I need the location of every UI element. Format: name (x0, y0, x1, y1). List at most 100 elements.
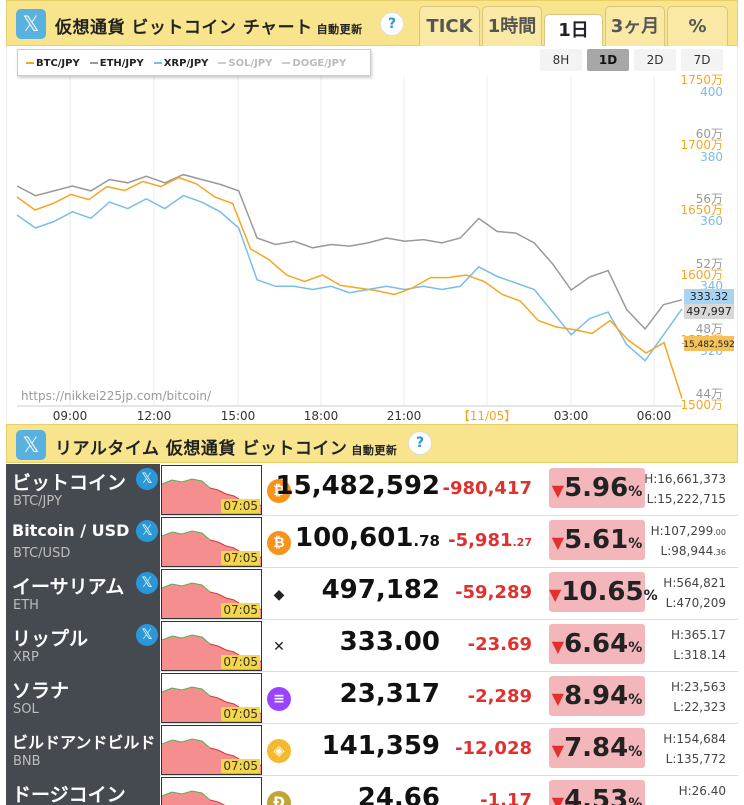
coin-name-cell[interactable]: ドージコインDOGE (6, 776, 160, 805)
tab-percent[interactable]: % (667, 6, 728, 46)
xrp-axis-label: 400 (700, 85, 723, 99)
tab-1day[interactable]: 1日 (544, 14, 603, 46)
high-value: H:564,821 (663, 576, 726, 590)
auto-update-label: 自動更新 (316, 23, 363, 36)
down-arrow-icon: ▼ (551, 793, 565, 805)
percent-change-badge: ▼4.53% (549, 780, 645, 805)
help-icon[interactable]: ? (381, 13, 403, 35)
help-icon[interactable]: ? (409, 432, 431, 454)
timeframe-1d[interactable]: 1D (587, 49, 629, 71)
table-row[interactable]: ドージコインDOGE07:05 Ð 24.66 -1.17 ▼4.53% H:26.40 (6, 776, 738, 805)
coin-name[interactable]: Bitcoin / USD (12, 521, 130, 540)
down-arrow-icon: ▼ (551, 741, 565, 760)
percent-change-badge: ▼8.94% (549, 676, 645, 716)
table-row[interactable]: ビットコイン BTC/JPY 𝕏 07:05 ₿ 15,482,592 -980,417 ▼5… (6, 464, 738, 516)
coin-name[interactable]: ビルドアンドビルド (12, 733, 156, 752)
series-line-btc-jpy (16, 176, 683, 399)
price-value: 333.00 (339, 627, 440, 657)
legend-item[interactable]: DOGE/JPY (282, 58, 346, 69)
high-value: H:365.17 (670, 628, 726, 642)
last-value-tag (684, 304, 734, 319)
last-value-label: 333.32 (690, 290, 729, 303)
solana-icon: ≡ (267, 687, 291, 711)
legend-item[interactable]: BTC/JPY (26, 58, 80, 69)
update-time: 07:05 (221, 551, 260, 565)
last-value-label: 497,997 (686, 305, 732, 318)
coin-name-cell[interactable]: イーサリアム ETH 𝕏 (6, 568, 160, 620)
legend-item[interactable]: SOL/JPY (218, 58, 272, 69)
coin-name-cell[interactable]: ビットコイン BTC/JPY 𝕏 (6, 464, 160, 516)
coin-name[interactable]: リップル (12, 628, 89, 650)
eth-axis-label: 52万 (696, 257, 723, 271)
update-time: 07:05 (221, 499, 260, 513)
coin-name-cell[interactable]: ソラナ SOL (6, 672, 160, 724)
chart-svg: 09:00 12:00 15:00 18:00 21:00 【11/05】 03:00 06:… (16, 73, 735, 423)
timeframe-2d[interactable]: 2D (634, 49, 676, 71)
legend-label: ETH/JPY (99, 58, 144, 69)
table-row[interactable]: Bitcoin / USD BTC/USD 𝕏 07:05 ₿ 100,601.78 -5,… (6, 516, 738, 568)
mini-chart-up-line (162, 582, 211, 593)
table-row[interactable]: ビルドアンドビルド BNB 07:05 ◈ 141,359 -12,028 ▼7.84% H:… (6, 724, 738, 776)
price-value: 497,182 (321, 575, 440, 605)
coin-name[interactable]: イーサリアム (12, 576, 125, 598)
mini-chart[interactable]: 07:05 (161, 725, 262, 775)
percent-change-badge: ▼7.84% (549, 728, 645, 768)
coin-name-cell[interactable]: ビルドアンドビルド BNB (6, 724, 160, 776)
high-value: H:26.40 (678, 784, 726, 798)
btc-axis-label: 1750万 (680, 73, 723, 87)
coin-symbol: ETH (13, 598, 39, 613)
tab-tick[interactable]: TICK (419, 6, 480, 46)
x-share-icon[interactable]: 𝕏 (136, 468, 158, 490)
timeframe-8h[interactable]: 8H (540, 49, 582, 71)
last-value-tag (684, 289, 734, 304)
low-value: L:135,772 (665, 752, 726, 766)
legend-swatch (153, 62, 162, 64)
coin-name[interactable]: ビットコイン (12, 472, 127, 494)
x-share-icon[interactable]: 𝕏 (16, 9, 46, 39)
percent-change-badge: ▼5.96% (549, 468, 645, 508)
mini-chart[interactable]: 07:05 (161, 569, 262, 619)
bnb-icon: ◈ (267, 739, 291, 763)
legend-label: SOL/JPY (228, 58, 273, 69)
tab-3month[interactable]: 3ヶ月 (605, 6, 665, 46)
price-value: 23,317 (339, 679, 440, 709)
x-share-icon[interactable]: 𝕏 (136, 624, 158, 646)
price-value: 141,359 (321, 731, 440, 761)
coin-symbol: BNB (13, 754, 41, 769)
mini-chart-down-line (209, 799, 226, 805)
series-line-eth-jpy (16, 173, 683, 331)
tab-1hour[interactable]: 1時間 (482, 6, 542, 46)
eth-axis-label: 44万 (696, 387, 723, 401)
high-value: H:16,661,373 (644, 472, 726, 486)
last-value-label: 15,482,592 (683, 340, 735, 350)
mini-chart[interactable]: 07:05 (161, 517, 262, 567)
table-row[interactable]: ソラナ SOL 07:05 ≡ 23,317 -2,289 ▼8.94% H:23,563 L:… (6, 672, 738, 724)
timeframe-7d[interactable]: 7D (681, 49, 723, 71)
mini-chart[interactable]: 07:05 (161, 465, 262, 515)
mini-chart[interactable]: 07:05 (161, 621, 262, 671)
watermark-url: https://nikkei225jp.com/bitcoin/ (21, 389, 212, 403)
legend-item[interactable]: ETH/JPY (89, 58, 144, 69)
btc-axis-label: 1600万 (680, 268, 723, 282)
mini-chart[interactable]: 07:05 (161, 777, 262, 805)
change-value: -59,289 (455, 582, 532, 603)
x-share-icon[interactable]: 𝕏 (16, 430, 46, 460)
btc-axis-label: 1700万 (680, 138, 723, 152)
coin-name[interactable]: ソラナ (12, 680, 70, 702)
coin-name[interactable]: ドージコイン (12, 784, 126, 805)
x-share-icon[interactable]: 𝕏 (136, 520, 158, 542)
price-value: 100,601.78 (295, 523, 440, 553)
coin-name-cell[interactable]: リップル XRP 𝕏 (6, 620, 160, 672)
table-row[interactable]: イーサリアム ETH 𝕏 07:05 ◆ 497,182 -59,289 ▼10.65% H:5… (6, 568, 738, 620)
eth-axis-label: 56万 (696, 192, 723, 206)
legend-item[interactable]: XRP/JPY (153, 58, 208, 69)
table-row[interactable]: リップル XRP 𝕏 07:05 ✕ 333.00 -23.69 ▼6.64% H:365.17… (6, 620, 738, 672)
mini-chart[interactable]: 07:05 (161, 673, 262, 723)
percent-change-badge: ▼6.64% (549, 624, 645, 664)
x-share-icon[interactable]: 𝕏 (136, 572, 158, 594)
mini-chart-up-line (162, 686, 211, 697)
coin-symbol: BTC/JPY (13, 494, 62, 509)
legend-swatch (26, 62, 34, 64)
coin-name-cell[interactable]: Bitcoin / USD BTC/USD 𝕏 (6, 516, 160, 568)
price-chart: 09:00 12:00 15:00 18:00 21:00 【11/05】 03:00 06:… (6, 46, 738, 424)
